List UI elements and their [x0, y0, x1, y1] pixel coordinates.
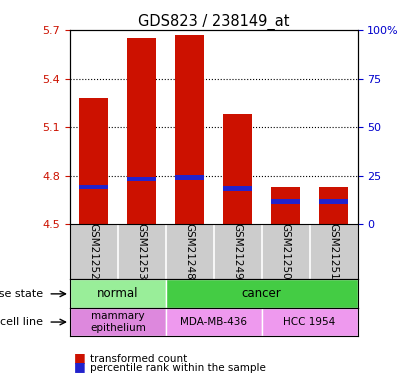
Bar — [319, 199, 348, 204]
Text: GSM21248: GSM21248 — [185, 224, 195, 280]
Bar — [175, 175, 204, 180]
FancyBboxPatch shape — [166, 309, 262, 336]
Text: normal: normal — [97, 287, 139, 300]
Text: ■: ■ — [74, 360, 86, 373]
Text: GSM21251: GSM21251 — [329, 224, 339, 280]
Text: cell line: cell line — [0, 317, 44, 327]
FancyBboxPatch shape — [70, 309, 166, 336]
Text: MDA-MB-436: MDA-MB-436 — [180, 317, 247, 327]
Text: HCC 1954: HCC 1954 — [284, 317, 336, 327]
Bar — [79, 98, 108, 224]
Text: GSM21249: GSM21249 — [233, 224, 242, 280]
Bar — [271, 199, 300, 204]
Title: GDS823 / 238149_at: GDS823 / 238149_at — [138, 14, 289, 30]
FancyBboxPatch shape — [262, 309, 358, 336]
Bar — [271, 187, 300, 224]
Text: transformed count: transformed count — [90, 354, 188, 364]
Text: percentile rank within the sample: percentile rank within the sample — [90, 363, 266, 373]
FancyBboxPatch shape — [166, 279, 358, 309]
Text: GSM21252: GSM21252 — [89, 224, 99, 280]
FancyBboxPatch shape — [70, 279, 166, 309]
Bar — [175, 35, 204, 224]
Bar — [79, 184, 108, 189]
Text: ■: ■ — [74, 351, 86, 364]
Bar — [319, 187, 348, 224]
Text: cancer: cancer — [242, 287, 282, 300]
Bar — [223, 114, 252, 224]
Bar — [223, 186, 252, 191]
Bar — [127, 177, 156, 182]
Text: mammary
epithelium: mammary epithelium — [90, 311, 146, 333]
Bar — [127, 38, 156, 224]
Text: GSM21250: GSM21250 — [281, 224, 291, 280]
Text: GSM21253: GSM21253 — [137, 224, 147, 280]
Text: disease state: disease state — [0, 289, 44, 299]
